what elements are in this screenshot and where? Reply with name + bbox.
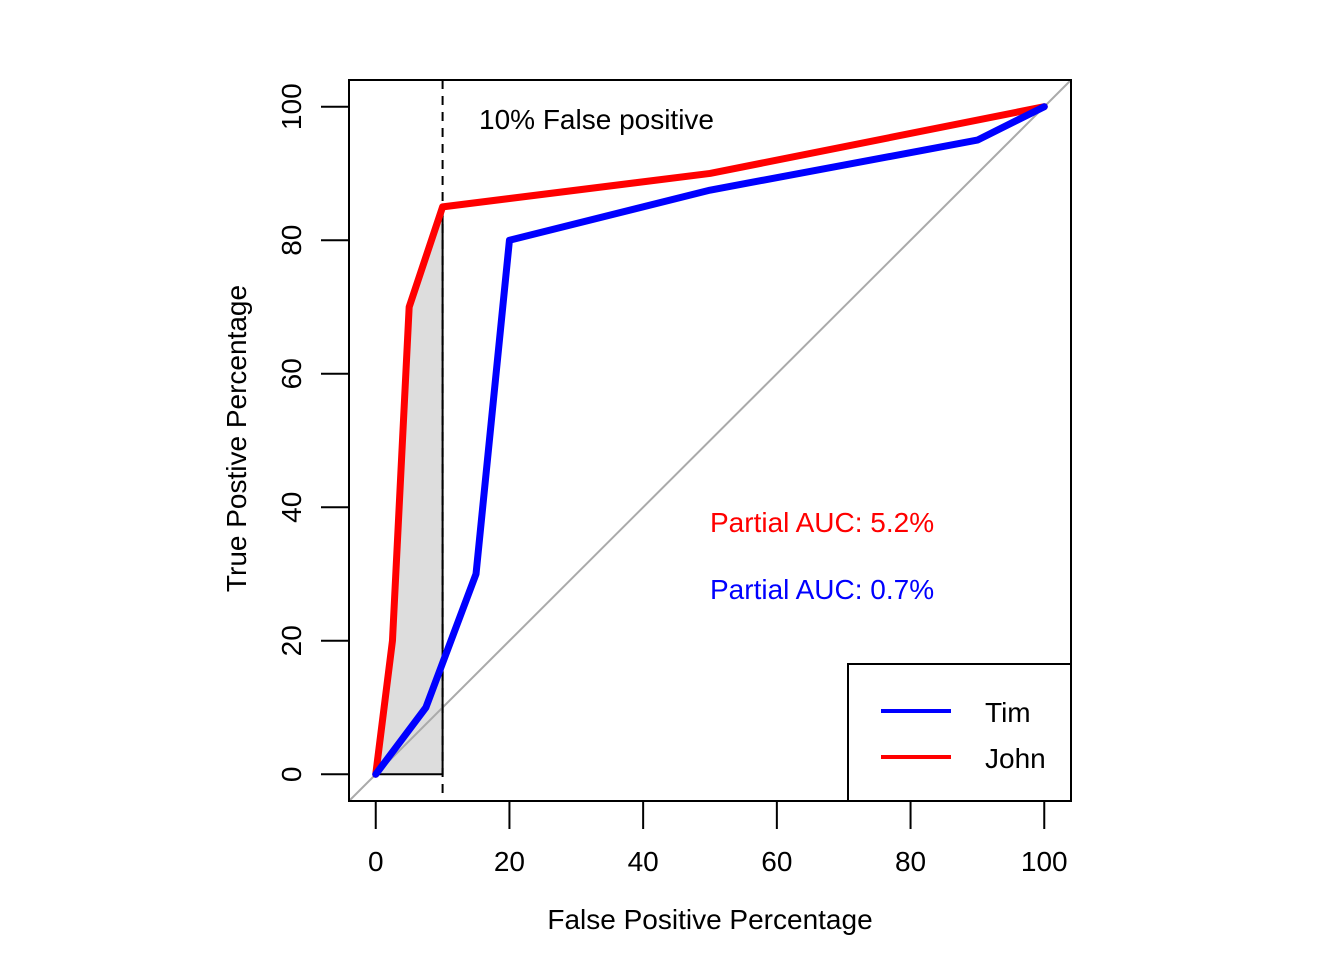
x-axis-label: False Positive Percentage xyxy=(547,904,872,935)
axes-layer: 0 20 40 60 80 100 0 20 40 60 80 100 xyxy=(276,83,1068,877)
x-tick-label-80: 80 xyxy=(895,846,926,877)
legend-label-tim: Tim xyxy=(985,697,1031,728)
series-line-tim xyxy=(372,103,1048,778)
series-line-john xyxy=(372,103,1048,778)
y-tick-label-40: 40 xyxy=(276,492,307,523)
legend-label-john: John xyxy=(985,743,1046,774)
y-tick-label-20: 20 xyxy=(276,625,307,656)
threshold-annotation: 10% False positive xyxy=(479,104,714,135)
y-tick-label-0: 0 xyxy=(276,767,307,783)
reference-layer xyxy=(348,79,1072,802)
diagonal-reference-line xyxy=(348,79,1072,802)
legend: Tim John xyxy=(847,663,1072,802)
x-tick-label-0: 0 xyxy=(368,846,384,877)
y-tick-label-80: 80 xyxy=(276,225,307,256)
series-layer xyxy=(372,103,1048,778)
tim-partial-auc-annotation: Partial AUC: 0.7% xyxy=(710,574,934,605)
john-partial-auc-annotation: Partial AUC: 5.2% xyxy=(710,507,934,538)
x-tick-label-20: 20 xyxy=(494,846,525,877)
x-tick-label-60: 60 xyxy=(761,846,792,877)
plot-frame xyxy=(348,79,1072,802)
y-tick-label-100: 100 xyxy=(276,83,307,130)
y-axis-label: True Postive Percentage xyxy=(221,285,252,592)
y-tick-label-60: 60 xyxy=(276,358,307,389)
x-tick-label-100: 100 xyxy=(1021,846,1068,877)
x-tick-label-40: 40 xyxy=(628,846,659,877)
legend-box xyxy=(847,663,1072,802)
